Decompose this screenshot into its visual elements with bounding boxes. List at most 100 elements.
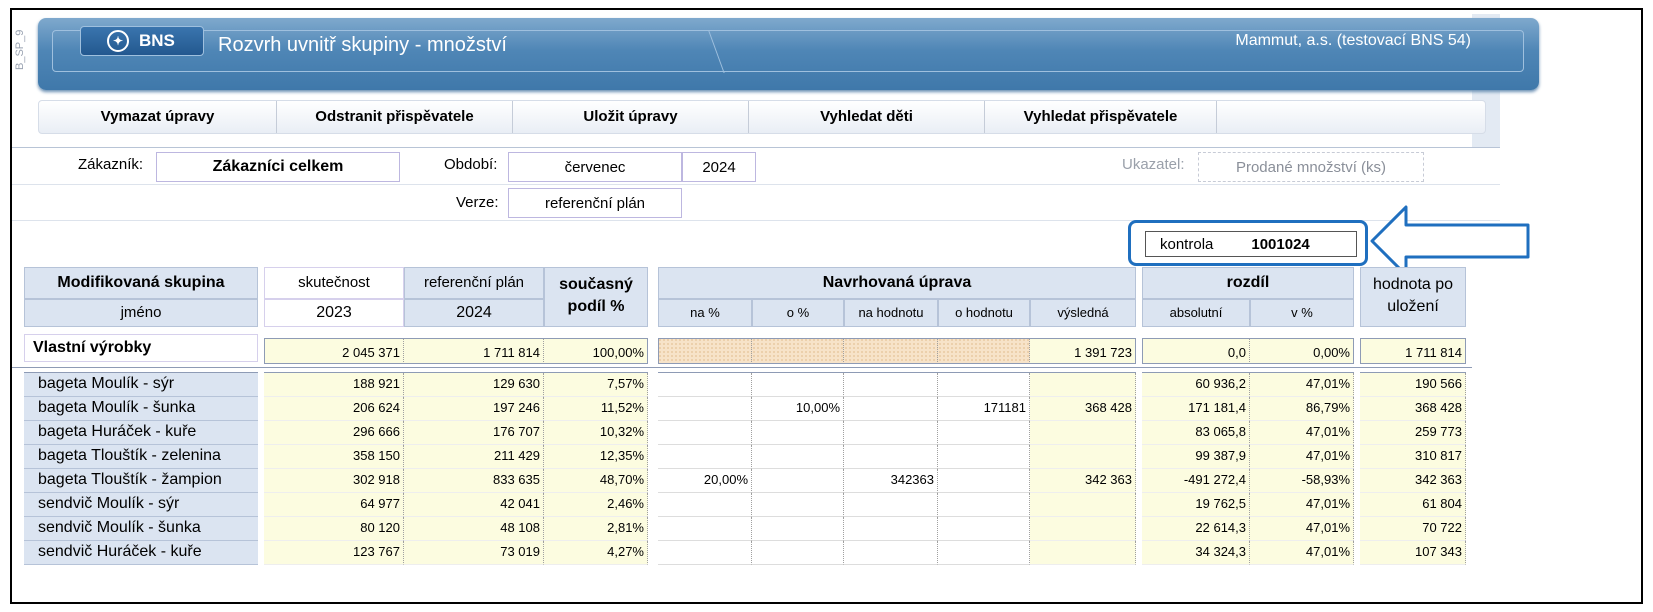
row-name: sendvič Moulík - sýr	[24, 493, 258, 517]
row-result	[1030, 373, 1136, 397]
indicator-field[interactable]: Prodané množství (ks)	[1198, 152, 1424, 182]
row-o-value-input[interactable]	[938, 469, 1030, 493]
row-share: 2,46%	[544, 493, 648, 517]
row-na-value-input[interactable]	[844, 541, 938, 565]
version-field[interactable]: referenční plán	[508, 188, 682, 218]
plan-header: referenční plán	[404, 267, 544, 299]
indicator-label: Ukazatel:	[1122, 156, 1185, 173]
period-label: Období:	[444, 156, 498, 173]
globe-icon: ✦	[107, 30, 129, 52]
row-na-pct-input[interactable]	[658, 541, 752, 565]
row-o-pct-input[interactable]	[752, 493, 844, 517]
total-row-name: Vlastní výrobky	[24, 334, 258, 362]
row-vpct: 47,01%	[1250, 445, 1354, 469]
row-na-value-input[interactable]: 342363	[844, 469, 938, 493]
row-name: bageta Moulík - sýr	[24, 373, 258, 397]
row-vpct: 47,01%	[1250, 421, 1354, 445]
total-disabled-cell	[844, 338, 938, 364]
row-abs: 83 065,8	[1142, 421, 1250, 445]
clear-edits-button[interactable]: Vymazat úpravy	[39, 101, 277, 133]
year-field[interactable]: 2024	[682, 152, 756, 182]
row-o-pct-input[interactable]	[752, 445, 844, 469]
row-o-value-input[interactable]	[938, 493, 1030, 517]
after-header: hodnota po uložení	[1360, 267, 1466, 327]
row-name: sendvič Huráček - kuře	[24, 541, 258, 565]
title-bar: ✦ BNS Rozvrh uvnitř skupiny - množství M…	[38, 18, 1539, 90]
row-actual: 188 921	[264, 373, 404, 397]
row-na-value-input[interactable]	[844, 397, 938, 421]
row-vpct: 86,79%	[1250, 397, 1354, 421]
group-header: Modifikovaná skupina	[24, 267, 258, 299]
kontrola-value: 1001024	[1251, 235, 1310, 253]
row-share: 12,35%	[544, 445, 648, 469]
row-na-value-input[interactable]	[844, 421, 938, 445]
row-na-value-input[interactable]	[844, 517, 938, 541]
divider	[12, 220, 1500, 221]
row-plan: 176 707	[404, 421, 544, 445]
proposed-subheader: na %	[658, 299, 752, 327]
total-disabled-cell	[658, 338, 752, 364]
row-name: sendvič Moulík - šunka	[24, 517, 258, 541]
row-share: 7,57%	[544, 373, 648, 397]
row-actual: 123 767	[264, 541, 404, 565]
name-header: jméno	[24, 299, 258, 327]
row-na-pct-input[interactable]	[658, 493, 752, 517]
row-o-pct-input[interactable]	[752, 541, 844, 565]
divider	[12, 184, 1500, 185]
row-actual: 64 977	[264, 493, 404, 517]
row-vpct: -58,93%	[1250, 469, 1354, 493]
proposed-subheader: o hodnotu	[938, 299, 1030, 327]
row-o-pct-input[interactable]	[752, 469, 844, 493]
row-name: bageta Huráček - kuře	[24, 421, 258, 445]
row-na-pct-input[interactable]	[658, 397, 752, 421]
row-o-pct-input[interactable]	[752, 421, 844, 445]
row-o-value-input[interactable]	[938, 517, 1030, 541]
row-after: 368 428	[1360, 397, 1466, 421]
row-abs: 99 387,9	[1142, 445, 1250, 469]
row-plan: 42 041	[404, 493, 544, 517]
row-o-pct-input[interactable]: 10,00%	[752, 397, 844, 421]
proposed-subheader: výsledná	[1030, 299, 1136, 327]
vpct-header: v %	[1250, 299, 1354, 327]
customer-field[interactable]: Zákazníci celkem	[156, 152, 400, 182]
brand-button[interactable]: ✦ BNS	[80, 26, 204, 56]
kontrola-highlight: kontrola 1001024	[1128, 220, 1368, 266]
month-field[interactable]: červenec	[508, 152, 682, 182]
row-na-value-input[interactable]	[844, 445, 938, 469]
row-name: bageta Moulík - šunka	[24, 397, 258, 421]
row-o-pct-input[interactable]	[752, 517, 844, 541]
toolbar: Vymazat úpravy Odstranit přispěvatele Ul…	[38, 100, 1486, 134]
kontrola-box: kontrola 1001024	[1145, 231, 1357, 257]
row-o-value-input[interactable]	[938, 541, 1030, 565]
find-children-button[interactable]: Vyhledat děti	[749, 101, 985, 133]
row-o-value-input[interactable]	[938, 445, 1030, 469]
remove-contributors-button[interactable]: Odstranit přispěvatele	[277, 101, 513, 133]
row-na-value-input[interactable]	[844, 373, 938, 397]
row-o-value-input[interactable]	[938, 373, 1030, 397]
table-group-border	[264, 338, 648, 364]
actual-year-header: 2023	[264, 299, 404, 327]
row-plan: 197 246	[404, 397, 544, 421]
row-na-pct-input[interactable]	[658, 517, 752, 541]
row-o-pct-input[interactable]	[752, 373, 844, 397]
row-o-value-input[interactable]: 171181	[938, 397, 1030, 421]
row-after: 107 343	[1360, 541, 1466, 565]
row-na-pct-input[interactable]	[658, 373, 752, 397]
total-abs: 0,0	[1142, 338, 1250, 364]
find-contributors-button[interactable]: Vyhledat přispěvatele	[985, 101, 1217, 133]
row-o-value-input[interactable]	[938, 421, 1030, 445]
row-share: 2,81%	[544, 517, 648, 541]
row-na-pct-input[interactable]	[658, 421, 752, 445]
row-after: 259 773	[1360, 421, 1466, 445]
row-na-pct-input[interactable]	[658, 445, 752, 469]
row-actual: 206 624	[264, 397, 404, 421]
row-name: bageta Tlouštík - žampion	[24, 469, 258, 493]
save-edits-button[interactable]: Uložit úpravy	[513, 101, 749, 133]
row-actual: 80 120	[264, 517, 404, 541]
row-na-value-input[interactable]	[844, 493, 938, 517]
title-separator	[695, 31, 725, 73]
row-abs: 22 614,3	[1142, 517, 1250, 541]
screenshot-frame	[10, 8, 1643, 604]
total-actual: 2 045 371	[264, 338, 404, 364]
row-na-pct-input[interactable]: 20,00%	[658, 469, 752, 493]
